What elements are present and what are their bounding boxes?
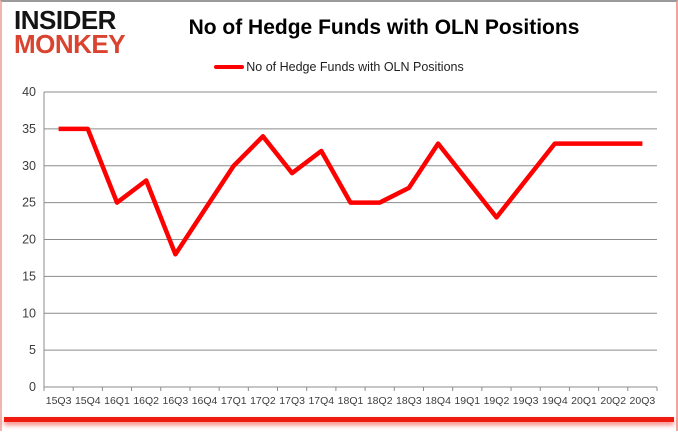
svg-text:17Q3: 17Q3 [279,395,305,407]
svg-text:18Q3: 18Q3 [396,395,422,407]
insider-monkey-logo: INSIDER MONKEY [14,5,126,60]
svg-text:19Q3: 19Q3 [513,395,539,407]
svg-text:20Q2: 20Q2 [600,395,626,407]
svg-text:15: 15 [22,269,36,283]
svg-text:16Q4: 16Q4 [192,395,218,407]
svg-text:15Q3: 15Q3 [46,395,72,407]
logo-monkey-text: MONKEY [14,29,126,60]
svg-text:18Q4: 18Q4 [425,395,451,407]
svg-text:17Q2: 17Q2 [250,395,276,407]
svg-text:30: 30 [22,159,36,173]
svg-text:16Q2: 16Q2 [133,395,159,407]
svg-text:16Q1: 16Q1 [104,395,130,407]
svg-text:0: 0 [29,380,36,394]
logo-insider-text: INSIDER [14,5,116,35]
svg-text:5: 5 [29,343,36,357]
chart-legend: No of Hedge Funds with OLN Positions [2,60,676,74]
svg-text:16Q3: 16Q3 [163,395,189,407]
svg-text:17Q4: 17Q4 [308,395,334,407]
svg-text:19Q4: 19Q4 [542,395,568,407]
svg-text:10: 10 [22,306,36,320]
svg-text:15Q4: 15Q4 [75,395,101,407]
svg-text:20Q1: 20Q1 [571,395,597,407]
svg-text:40: 40 [22,85,36,99]
svg-text:19Q1: 19Q1 [454,395,480,407]
svg-text:20Q3: 20Q3 [630,395,656,407]
svg-text:18Q2: 18Q2 [367,395,393,407]
svg-text:25: 25 [22,196,36,210]
legend-line-marker-icon [214,65,245,69]
bottom-red-bar [4,417,674,422]
svg-text:18Q1: 18Q1 [338,395,364,407]
svg-text:35: 35 [22,122,36,136]
legend-label: No of Hedge Funds with OLN Positions [246,60,464,74]
svg-text:19Q2: 19Q2 [484,395,510,407]
page-title: No of Hedge Funds with OLN Positions [188,16,580,39]
svg-text:20: 20 [22,233,36,247]
svg-text:17Q1: 17Q1 [221,395,247,407]
